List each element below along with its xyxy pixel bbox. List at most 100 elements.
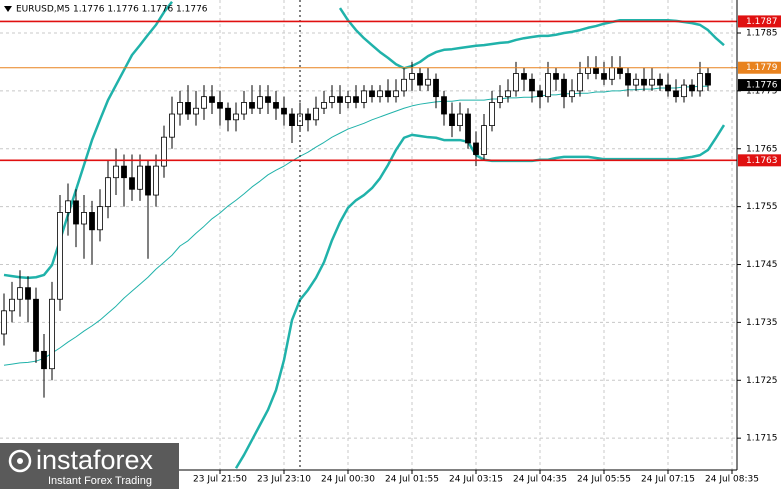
candle-body: [1, 310, 7, 335]
candle-body: [553, 73, 559, 80]
candle-body: [433, 78, 439, 98]
candle-body: [337, 96, 343, 103]
x-tick-label: 24 Jul 03:15: [449, 475, 503, 485]
candle-body: [689, 84, 695, 92]
logo-icon-dot: [17, 458, 23, 464]
y-tick-label: 1.1725: [746, 376, 778, 386]
price-level-tag: [738, 15, 781, 28]
candle-body: [465, 113, 471, 144]
candle-body: [289, 113, 295, 127]
candle-body: [513, 73, 519, 92]
y-tick-label: 1.1785: [746, 28, 778, 38]
candle-body: [49, 298, 55, 370]
x-tick-label: 24 Jul 00:30: [321, 475, 375, 485]
candle-body: [137, 165, 143, 190]
candle-body: [185, 102, 191, 115]
price-level-tag: [738, 154, 781, 167]
candle-body: [145, 165, 151, 196]
y-tick-label: 1.1735: [746, 318, 778, 328]
candle-body: [577, 73, 583, 92]
candle-body: [545, 73, 551, 98]
candle-body: [305, 113, 311, 121]
candle-body: [617, 67, 623, 74]
candle-body: [281, 107, 287, 115]
candle-body: [249, 102, 255, 109]
logo: instaforex Instant Forex Trading: [0, 443, 179, 489]
price-level-label: 1.1763: [746, 156, 778, 166]
candle-body: [257, 96, 263, 109]
y-tick-label: 1.1775: [746, 86, 778, 96]
candle-body: [25, 287, 31, 300]
candle-body: [161, 136, 167, 167]
candle-body: [81, 212, 87, 225]
candle-body: [497, 96, 503, 103]
candle-body: [273, 102, 279, 109]
candle-body: [681, 84, 687, 98]
candle-body: [705, 73, 711, 86]
band-line: [3, 85, 708, 366]
candle-body: [313, 107, 319, 121]
candle-body: [129, 177, 135, 190]
candle-body: [65, 200, 71, 213]
x-tick-label: 24 Jul 01:55: [385, 475, 439, 485]
candle-body: [57, 212, 63, 300]
candle-body: [97, 206, 103, 231]
price-level-label: 1.1787: [746, 17, 778, 27]
last-price-label: 1.1776: [746, 81, 778, 91]
candle-body: [673, 90, 679, 98]
candle-body: [625, 73, 631, 86]
candle-body: [9, 298, 15, 312]
candle-body: [457, 113, 463, 127]
candle-body: [409, 73, 415, 80]
candle-body: [153, 165, 159, 196]
candle-body: [633, 78, 639, 86]
candle-body: [265, 96, 271, 103]
candle-body: [225, 107, 231, 121]
candle-body: [89, 212, 95, 231]
logo-tagline: Instant Forex Trading: [48, 475, 152, 487]
band-line: [234, 124, 726, 469]
y-tick-label: 1.1745: [746, 260, 778, 270]
candle-body: [561, 78, 567, 98]
candle-body: [529, 78, 535, 92]
price-level-label: 1.1779: [746, 63, 778, 73]
candle-body: [505, 90, 511, 98]
candle-body: [449, 113, 455, 127]
candle-body: [593, 67, 599, 74]
candle-body: [121, 165, 127, 179]
candle-body: [489, 102, 495, 127]
candle-body: [233, 113, 239, 121]
candle-body: [169, 113, 175, 138]
candle-body: [209, 96, 215, 103]
candle-body: [585, 67, 591, 74]
candle-body: [177, 102, 183, 115]
logo-icon: [8, 449, 32, 473]
candle-body: [321, 102, 327, 109]
candle-body: [113, 165, 119, 179]
candle-body: [609, 67, 615, 80]
candle-body: [329, 96, 335, 103]
candle-body: [481, 125, 487, 155]
candle-body: [537, 90, 543, 98]
candle-body: [441, 96, 447, 115]
candle-body: [369, 90, 375, 98]
candle-body: [641, 78, 647, 86]
candle-body: [657, 78, 663, 86]
candle-body: [17, 287, 23, 300]
candle-body: [425, 78, 431, 86]
candle-body: [361, 90, 367, 103]
candle-body: [569, 90, 575, 98]
candle-body: [353, 96, 359, 103]
candle-body: [417, 73, 423, 86]
x-tick-label: 23 Jul 23:10: [257, 475, 311, 485]
candle-body: [393, 90, 399, 98]
overlay: [0, 20, 737, 162]
candle-body: [41, 350, 47, 370]
x-tick-label: 23 Jul 21:50: [193, 475, 247, 485]
menu-arrow: [4, 6, 12, 12]
last-price-tag: [738, 79, 781, 92]
candle-body: [217, 102, 223, 109]
x-tick-label: 24 Jul 08:35: [705, 475, 759, 485]
candle-body: [345, 96, 351, 103]
